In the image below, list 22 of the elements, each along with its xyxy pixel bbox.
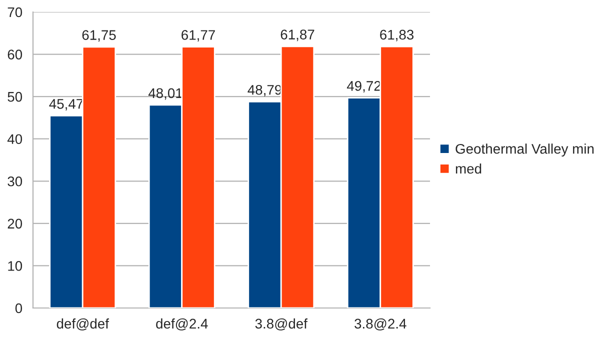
x-tick-label: 3.8@2.4 xyxy=(354,318,406,330)
x-tick-label: def@2.4 xyxy=(156,318,208,330)
data-label: 45,47 xyxy=(49,99,83,110)
x-tick-label: 3.8@def xyxy=(255,318,308,330)
y-tick-label: 10 xyxy=(8,261,22,271)
y-tick-label: 60 xyxy=(8,50,22,60)
legend-label: med xyxy=(456,163,482,174)
y-tick-label: 70 xyxy=(8,7,22,18)
data-label: 48,01 xyxy=(148,88,182,100)
legend-label: Geothermal Valley min xyxy=(456,144,594,157)
y-tick-label: 0 xyxy=(15,303,22,314)
y-tick-label: 40 xyxy=(7,134,22,144)
data-label: 61,87 xyxy=(280,30,314,42)
y-tick-label: 20 xyxy=(8,218,22,229)
y-tick-label: 50 xyxy=(8,92,22,102)
data-label: 61,77 xyxy=(182,30,215,42)
y-tick-label: 30 xyxy=(8,176,22,186)
x-tick-label: def@def xyxy=(56,318,110,330)
data-label: 61,83 xyxy=(380,30,414,42)
data-label: 48,79 xyxy=(248,84,282,96)
data-label: 61,75 xyxy=(82,30,116,42)
data-label: 49,72 xyxy=(346,81,381,92)
